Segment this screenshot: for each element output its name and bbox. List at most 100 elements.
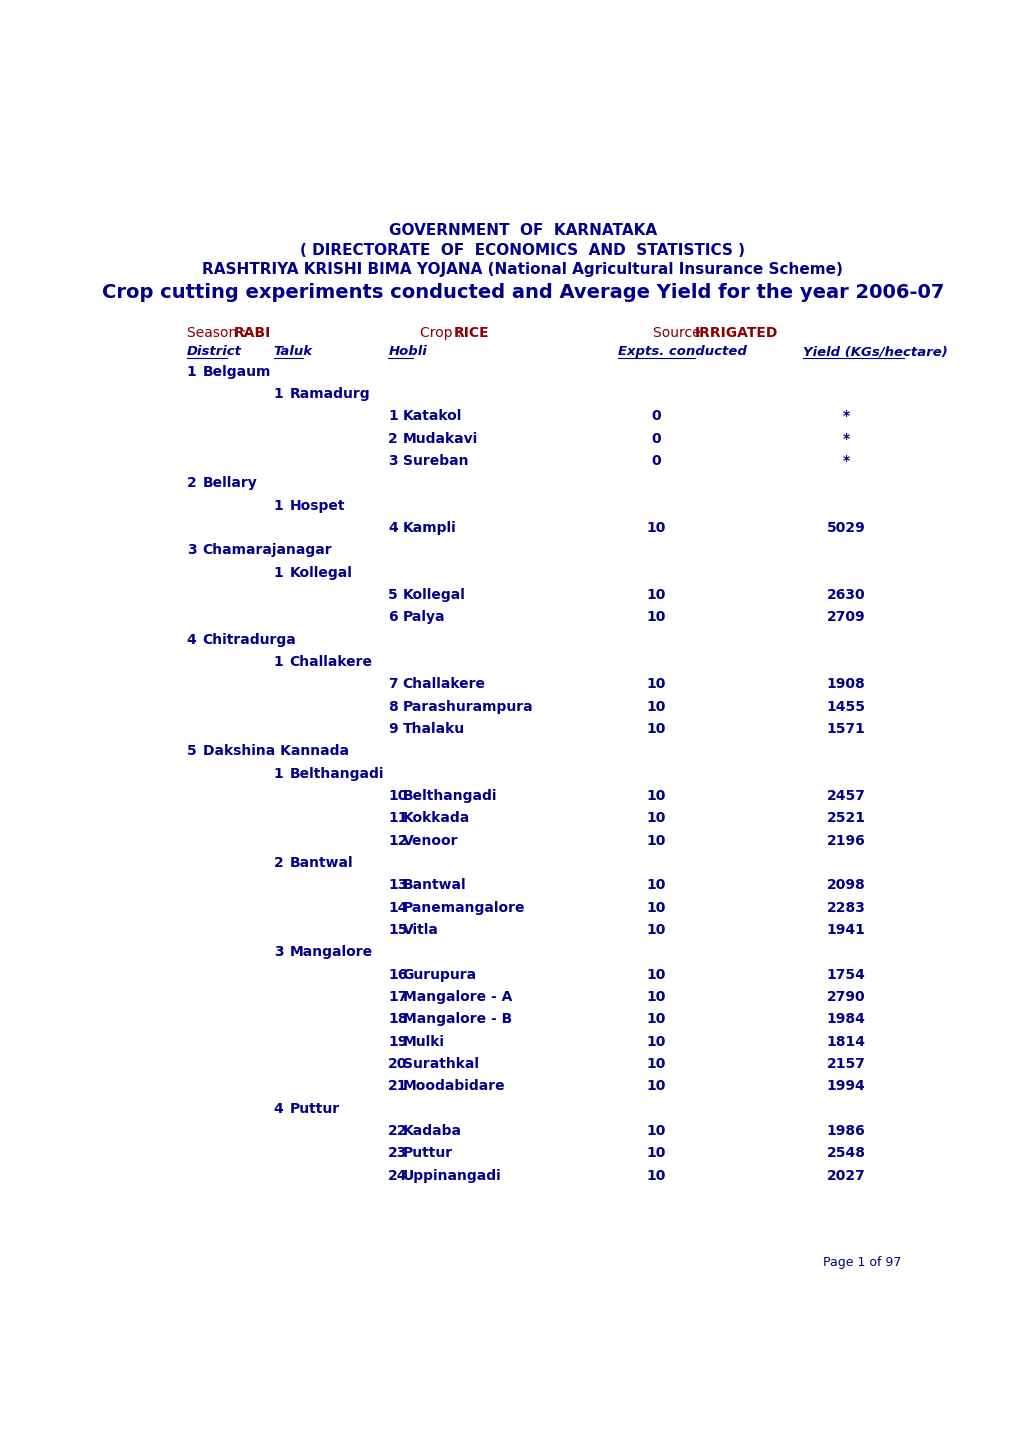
Text: Hobli: Hobli (388, 345, 427, 358)
Text: 1: 1 (273, 566, 283, 580)
Text: 15: 15 (388, 924, 408, 937)
Text: Yield (KGs/hectare): Yield (KGs/hectare) (803, 345, 948, 358)
Text: 10: 10 (646, 990, 665, 1004)
Text: Kampli: Kampli (403, 521, 455, 535)
Text: Thalaku: Thalaku (403, 722, 465, 736)
Text: 12: 12 (388, 834, 408, 847)
Text: Crop :: Crop : (420, 326, 466, 339)
Text: 3: 3 (186, 544, 197, 557)
Text: 10: 10 (646, 1013, 665, 1026)
Text: 1: 1 (273, 766, 283, 781)
Text: 1984: 1984 (825, 1013, 864, 1026)
Text: Taluk: Taluk (273, 345, 313, 358)
Text: Gurupura: Gurupura (403, 968, 476, 981)
Text: 1986: 1986 (825, 1124, 864, 1139)
Text: 1: 1 (273, 499, 283, 512)
Text: 2: 2 (388, 431, 397, 446)
Text: Dakshina Kannada: Dakshina Kannada (203, 745, 348, 759)
Text: 13: 13 (388, 879, 408, 892)
Text: 3: 3 (388, 455, 397, 468)
Text: 19: 19 (388, 1035, 408, 1049)
Text: 10: 10 (646, 834, 665, 847)
Text: Kollegal: Kollegal (403, 589, 465, 602)
Text: 1455: 1455 (825, 700, 865, 714)
Text: Panemangalore: Panemangalore (403, 900, 525, 915)
Text: 0: 0 (651, 455, 660, 468)
Text: Sureban: Sureban (403, 455, 468, 468)
Text: Bantwal: Bantwal (289, 856, 353, 870)
Text: Source :: Source : (652, 326, 713, 339)
Text: 2521: 2521 (825, 811, 865, 825)
Text: 10: 10 (646, 924, 665, 937)
Text: Bantwal: Bantwal (403, 879, 466, 892)
Text: Puttur: Puttur (403, 1146, 452, 1160)
Text: Moodabidare: Moodabidare (403, 1079, 504, 1094)
Text: Vitla: Vitla (403, 924, 438, 937)
Text: 2457: 2457 (825, 789, 864, 804)
Text: 2: 2 (186, 476, 197, 491)
Text: 1: 1 (186, 365, 197, 380)
Text: 10: 10 (646, 1058, 665, 1071)
Text: 2196: 2196 (825, 834, 864, 847)
Text: 10: 10 (646, 521, 665, 535)
Text: Uppinangadi: Uppinangadi (403, 1169, 501, 1183)
Text: *: * (842, 410, 849, 423)
Text: Season :: Season : (186, 326, 251, 339)
Text: 10: 10 (646, 1146, 665, 1160)
Text: 1994: 1994 (825, 1079, 864, 1094)
Text: 7: 7 (388, 677, 397, 691)
Text: 1: 1 (388, 410, 397, 423)
Text: *: * (842, 431, 849, 446)
Text: RICE: RICE (453, 326, 489, 339)
Text: 2: 2 (273, 856, 283, 870)
Text: 3: 3 (273, 945, 283, 960)
Text: 22: 22 (388, 1124, 408, 1139)
Text: Chitradurga: Chitradurga (203, 633, 297, 646)
Text: Kollegal: Kollegal (289, 566, 353, 580)
Text: Challakere: Challakere (403, 677, 485, 691)
Text: RABI: RABI (233, 326, 270, 339)
Text: Bellary: Bellary (203, 476, 257, 491)
Text: 4: 4 (186, 633, 197, 646)
Text: IRRIGATED: IRRIGATED (694, 326, 777, 339)
Text: 2630: 2630 (825, 589, 864, 602)
Text: Mangalore - A: Mangalore - A (403, 990, 512, 1004)
Text: 8: 8 (388, 700, 397, 714)
Text: Palya: Palya (403, 610, 444, 625)
Text: 16: 16 (388, 968, 408, 981)
Text: 0: 0 (651, 410, 660, 423)
Text: 5: 5 (186, 745, 197, 759)
Text: Puttur: Puttur (289, 1101, 339, 1115)
Text: 2283: 2283 (825, 900, 864, 915)
Text: 23: 23 (388, 1146, 408, 1160)
Text: 21: 21 (388, 1079, 408, 1094)
Text: Katakol: Katakol (403, 410, 462, 423)
Text: Hospet: Hospet (289, 499, 344, 512)
Text: Mulki: Mulki (403, 1035, 444, 1049)
Text: Kokkada: Kokkada (403, 811, 470, 825)
Text: Surathkal: Surathkal (403, 1058, 478, 1071)
Text: 14: 14 (388, 900, 408, 915)
Text: RASHTRIYA KRISHI BIMA YOJANA (National Agricultural Insurance Scheme): RASHTRIYA KRISHI BIMA YOJANA (National A… (202, 263, 843, 277)
Text: Expts. conducted: Expts. conducted (618, 345, 746, 358)
Text: 10: 10 (646, 722, 665, 736)
Text: 1: 1 (273, 655, 283, 670)
Text: 6: 6 (388, 610, 397, 625)
Text: 2790: 2790 (825, 990, 864, 1004)
Text: 9: 9 (388, 722, 397, 736)
Text: 10: 10 (646, 1079, 665, 1094)
Text: 10: 10 (646, 968, 665, 981)
Text: 4: 4 (273, 1101, 283, 1115)
Text: 2548: 2548 (825, 1146, 865, 1160)
Text: 1941: 1941 (825, 924, 864, 937)
Text: 18: 18 (388, 1013, 408, 1026)
Text: 1754: 1754 (825, 968, 864, 981)
Text: 1: 1 (273, 387, 283, 401)
Text: 1908: 1908 (825, 677, 864, 691)
Text: 10: 10 (646, 1169, 665, 1183)
Text: Kadaba: Kadaba (403, 1124, 462, 1139)
Text: 10: 10 (646, 589, 665, 602)
Text: 24: 24 (388, 1169, 408, 1183)
Text: GOVERNMENT  OF  KARNATAKA: GOVERNMENT OF KARNATAKA (388, 224, 656, 238)
Text: Challakere: Challakere (289, 655, 372, 670)
